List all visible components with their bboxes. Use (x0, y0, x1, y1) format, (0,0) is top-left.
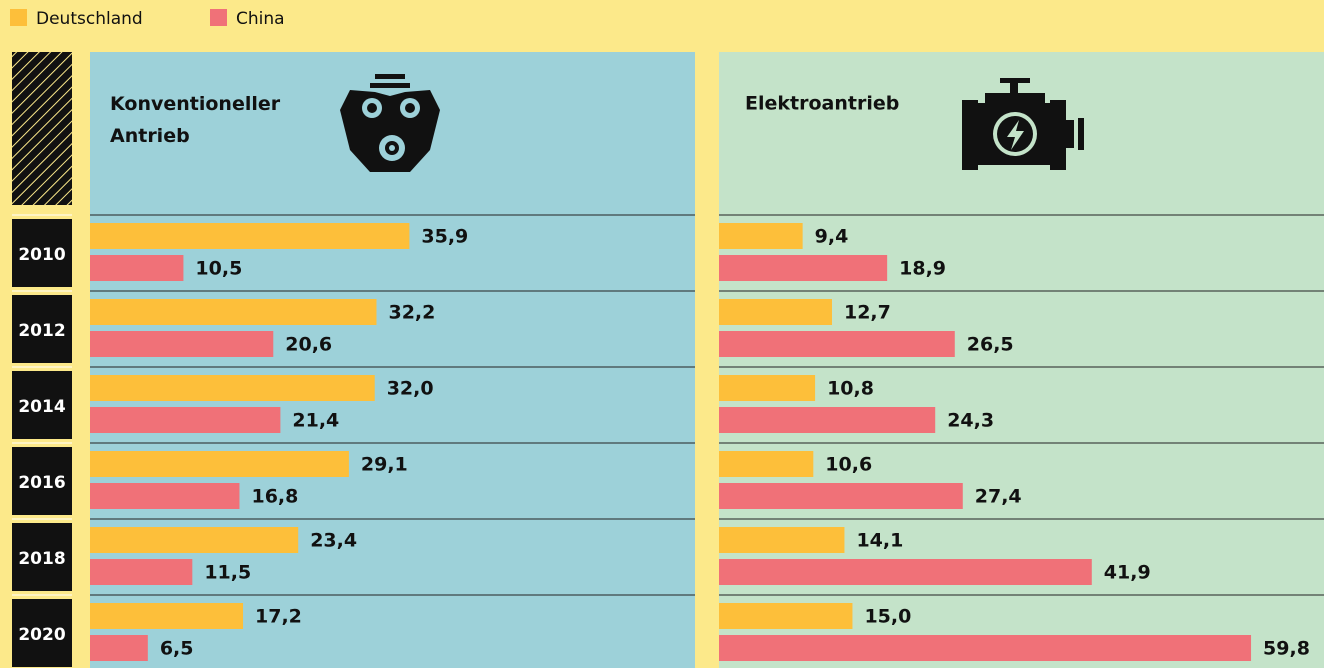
value-label: 26,5 (967, 334, 1014, 356)
bar (719, 635, 1252, 661)
value-label: 21,4 (292, 410, 339, 432)
bar (90, 375, 375, 401)
engine-icon (340, 74, 440, 172)
value-label: 15,0 (864, 606, 911, 628)
value-label: 17,2 (255, 606, 302, 628)
year-label: 2012 (18, 321, 65, 341)
value-label: 23,4 (310, 530, 357, 552)
value-label: 41,9 (1104, 562, 1151, 584)
panel-title: Konventioneller Antrieb (110, 93, 281, 147)
bar (719, 375, 816, 401)
legend: Deutschland China (10, 9, 285, 29)
year-label: 2016 (18, 473, 65, 493)
value-label: 20,6 (285, 334, 332, 356)
bar (719, 483, 963, 509)
value-label: 32,2 (388, 302, 435, 324)
bar (90, 255, 184, 281)
bar (90, 483, 240, 509)
year-label: 2018 (18, 549, 65, 569)
year-box (12, 295, 72, 363)
value-label: 27,4 (975, 486, 1022, 508)
bar (90, 559, 193, 585)
legend-swatch (10, 9, 27, 26)
value-label: 9,4 (815, 226, 849, 248)
bar (719, 603, 853, 629)
year-box (12, 371, 72, 439)
value-label: 10,6 (825, 454, 872, 476)
value-label: 32,0 (387, 378, 434, 400)
bar (90, 527, 299, 553)
motor-icon (962, 78, 1084, 170)
bar (719, 331, 955, 357)
value-label: 12,7 (844, 302, 891, 324)
legend-label: Deutschland (36, 9, 143, 29)
value-label: 11,5 (204, 562, 251, 584)
bar (90, 635, 148, 661)
year-box (12, 523, 72, 591)
bar (719, 527, 845, 553)
value-label: 24,3 (947, 410, 994, 432)
year-label: 2014 (18, 397, 65, 417)
legend-swatch (210, 9, 227, 26)
bar (719, 255, 888, 281)
bar (719, 559, 1092, 585)
year-box (12, 599, 72, 667)
panel-title: Elektroantrieb (745, 93, 899, 115)
bar (719, 299, 832, 325)
value-label: 35,9 (421, 226, 468, 248)
bar (90, 451, 349, 477)
value-label: 6,5 (160, 638, 194, 660)
bar (719, 407, 936, 433)
bar (90, 407, 281, 433)
bar (90, 223, 410, 249)
bar (90, 603, 244, 629)
value-label: 16,8 (251, 486, 298, 508)
bar (90, 331, 274, 357)
value-label: 18,9 (899, 258, 946, 280)
hatch-box (12, 52, 72, 205)
value-label: 10,5 (195, 258, 242, 280)
year-box (12, 447, 72, 515)
legend-label: China (236, 9, 285, 29)
value-label: 10,8 (827, 378, 874, 400)
year-label: 2020 (18, 625, 65, 645)
bar (90, 299, 377, 325)
value-label: 29,1 (361, 454, 408, 476)
bar (719, 223, 803, 249)
value-label: 14,1 (856, 530, 903, 552)
year-label: 2010 (18, 245, 65, 265)
year-box (12, 219, 72, 287)
bar (719, 451, 814, 477)
value-label: 59,8 (1263, 638, 1310, 660)
